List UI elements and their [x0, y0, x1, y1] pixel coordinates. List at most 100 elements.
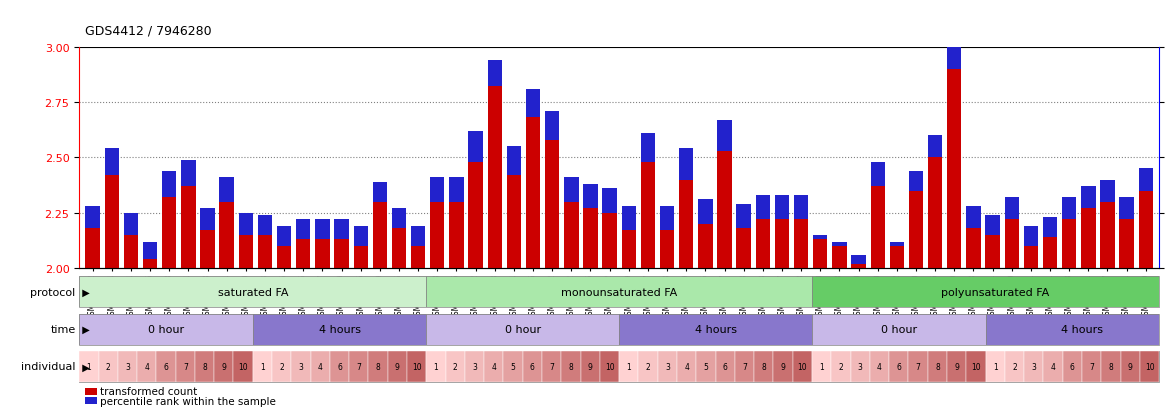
Text: GDS4412 / 7946280: GDS4412 / 7946280 [85, 24, 212, 37]
Bar [909, 171, 923, 191]
Bar [562, 351, 580, 382]
Text: 1: 1 [433, 362, 438, 371]
Bar [564, 178, 579, 202]
Text: 10: 10 [1145, 362, 1155, 371]
Text: 4: 4 [1051, 362, 1055, 371]
Text: 3: 3 [472, 362, 476, 371]
Bar [1138, 191, 1153, 268]
Text: 4: 4 [684, 362, 690, 371]
Bar [641, 162, 655, 268]
Bar [353, 226, 368, 246]
Bar [1120, 198, 1134, 220]
Bar [929, 158, 942, 268]
Bar [503, 351, 523, 382]
Text: 10: 10 [798, 362, 807, 371]
Bar [1101, 351, 1121, 382]
Bar [79, 314, 253, 345]
Bar [219, 178, 234, 202]
Bar [812, 277, 1165, 308]
Bar [1081, 209, 1095, 268]
Text: 10: 10 [412, 362, 422, 371]
Bar [812, 314, 986, 345]
Bar [1062, 220, 1076, 268]
Text: 0 hour: 0 hour [881, 324, 917, 335]
Bar [85, 206, 100, 229]
Bar [253, 351, 273, 382]
Bar [239, 235, 253, 268]
Text: 7: 7 [356, 362, 361, 371]
Bar [641, 134, 655, 162]
Text: 8: 8 [376, 362, 381, 371]
Bar [79, 277, 426, 308]
Bar [870, 162, 885, 187]
Bar [966, 206, 981, 229]
Text: 1: 1 [993, 362, 997, 371]
Bar [426, 314, 620, 345]
Bar [584, 185, 598, 209]
Text: 2: 2 [645, 362, 650, 371]
Text: 9: 9 [395, 362, 400, 371]
Bar [137, 351, 156, 382]
Text: 4 hours: 4 hours [318, 324, 360, 335]
Bar [330, 351, 350, 382]
Bar [426, 351, 446, 382]
Bar [1043, 237, 1057, 268]
Bar [1062, 351, 1082, 382]
Bar [468, 131, 482, 162]
Text: 6: 6 [896, 362, 902, 371]
Bar [718, 151, 732, 268]
Bar [792, 351, 812, 382]
Bar [715, 351, 735, 382]
Text: ▶: ▶ [76, 361, 90, 372]
Bar [350, 351, 368, 382]
Bar [273, 351, 291, 382]
Text: 2: 2 [1012, 362, 1017, 371]
Bar [1138, 169, 1153, 191]
Bar [176, 351, 195, 382]
Text: 6: 6 [163, 362, 169, 371]
Bar [986, 235, 1000, 268]
Bar [1062, 198, 1076, 220]
Bar [450, 202, 464, 268]
Bar [105, 176, 119, 268]
Bar [291, 351, 311, 382]
Bar [373, 202, 387, 268]
Text: 1: 1 [260, 362, 264, 371]
Bar [468, 162, 482, 268]
Bar [718, 121, 732, 151]
Text: 4 hours: 4 hours [694, 324, 736, 335]
Bar [813, 240, 827, 268]
Bar [239, 213, 253, 235]
Text: 2: 2 [839, 362, 843, 371]
Bar [889, 351, 909, 382]
Bar [105, 149, 119, 176]
Bar [488, 61, 502, 87]
Bar [1100, 180, 1115, 202]
Bar [602, 213, 616, 268]
Bar [525, 90, 541, 118]
Text: 8: 8 [569, 362, 573, 371]
Bar [545, 140, 559, 268]
Bar [542, 351, 562, 382]
Text: 7: 7 [183, 362, 188, 371]
Bar [1024, 226, 1038, 246]
Text: 8: 8 [1109, 362, 1114, 371]
Text: 6: 6 [1069, 362, 1075, 371]
Bar [296, 240, 310, 268]
Bar [388, 351, 407, 382]
Text: 2: 2 [106, 362, 111, 371]
Bar [195, 351, 214, 382]
Text: percentile rank within the sample: percentile rank within the sample [100, 396, 276, 406]
Text: 10: 10 [605, 362, 614, 371]
Bar [200, 231, 214, 268]
Bar [658, 351, 677, 382]
Text: 6: 6 [530, 362, 535, 371]
Bar [927, 351, 947, 382]
Text: 9: 9 [1128, 362, 1132, 371]
Bar [485, 351, 503, 382]
Bar [659, 206, 675, 231]
Text: 10: 10 [239, 362, 248, 371]
Bar [986, 216, 1000, 235]
Text: 4: 4 [492, 362, 496, 371]
Bar [507, 147, 521, 176]
